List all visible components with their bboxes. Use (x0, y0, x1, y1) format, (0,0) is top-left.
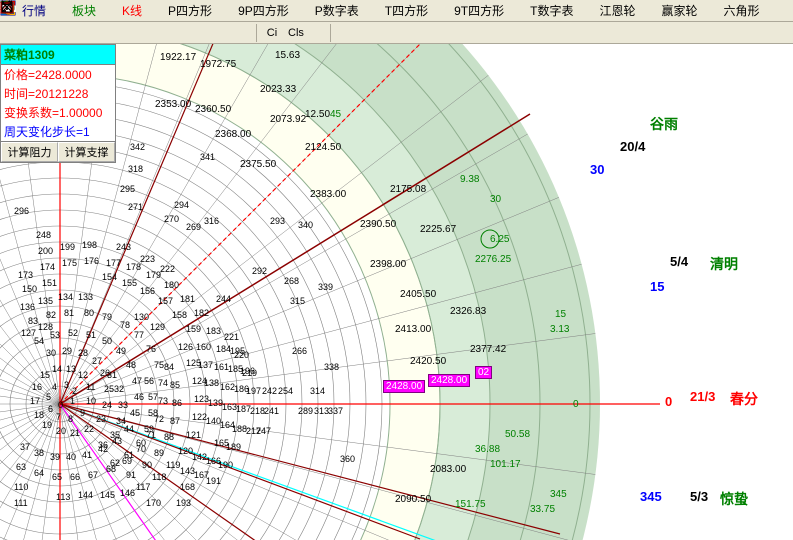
toolbar-item-1[interactable]: 板块 (54, 2, 96, 19)
time-row: 时间=20121228 (0, 84, 116, 103)
cls-button[interactable]: Cls (284, 24, 308, 42)
toolbar-item-5[interactable]: PNP数字表 (297, 2, 359, 19)
separator (256, 24, 260, 42)
toolbar-items: 行情板块K线PSP四方形P99P四方形PNP数字表TST四方形T99T四方形TN… (4, 2, 768, 19)
toolbar-item-6[interactable]: TST四方形 (367, 2, 428, 19)
x-box-icon[interactable] (419, 24, 439, 42)
toolbar-item-8[interactable]: TNT数字表 (512, 2, 573, 19)
toolbar-item-4[interactable]: P99P四方形 (220, 2, 289, 19)
arrow-right-icon[interactable] (88, 24, 108, 42)
toolbar-item-2[interactable]: K线 (104, 2, 142, 19)
arc-icon[interactable] (377, 24, 397, 42)
arc2-icon[interactable] (398, 24, 418, 42)
zoom-out-icon[interactable] (235, 24, 255, 42)
toolbar-item-9[interactable]: 江恩轮 (581, 2, 635, 19)
arrow-up-icon[interactable] (46, 24, 66, 42)
arrow-left-end-icon[interactable] (4, 24, 24, 42)
triangle-icon[interactable] (356, 24, 376, 42)
step-row: 周天变化步长=1 (0, 122, 116, 141)
calc-support-button[interactable]: 计算支撑 (58, 142, 115, 162)
contract-title: 菜粕1309 (0, 44, 116, 65)
calendar-icon[interactable]: 21 (309, 24, 329, 42)
diamond-left-icon[interactable] (130, 24, 150, 42)
toolbar-nav: Ci Cls 21 (0, 22, 793, 44)
scatter-icon[interactable] (461, 24, 481, 42)
price-highlight: 2428.00 (383, 380, 425, 393)
toolbar-item-11[interactable]: 六角形 (706, 2, 760, 19)
calc-resistance-button[interactable]: 计算阻力 (1, 142, 58, 162)
zoom-in-icon[interactable] (214, 24, 234, 42)
toolbar-main: 行情板块K线PSP四方形P99P四方形PNP数字表TST四方形T99T四方形TN… (0, 0, 793, 22)
diamond-right-icon[interactable] (193, 24, 213, 42)
gann-wheel-canvas: 菜粕1309 价格=2428.0000 时间=20121228 变换系数=1.0… (0, 44, 793, 540)
arrow-left-icon[interactable] (25, 24, 45, 42)
toolbar-item-7[interactable]: T99T四方形 (436, 2, 504, 19)
wheel-svg (0, 44, 793, 540)
diamond-down-icon[interactable] (172, 24, 192, 42)
diamond-up-icon[interactable] (151, 24, 171, 42)
toolbar-item-10[interactable]: 赢赢家轮 (643, 2, 697, 19)
arrow-down-icon[interactable] (67, 24, 87, 42)
separator (330, 24, 334, 42)
toolbar-item-3[interactable]: PSP四方形 (150, 2, 212, 19)
coef-row: 变换系数=1.00000 (0, 103, 116, 122)
square-icon[interactable] (335, 24, 355, 42)
price-row: 价格=2428.0000 (0, 65, 116, 84)
price-highlight: 02 (475, 366, 492, 379)
diamond-yellow-icon[interactable] (109, 24, 129, 42)
price-highlight: 2428.00 (428, 374, 470, 387)
ci-button[interactable]: Ci (261, 24, 283, 42)
cross-dots-icon[interactable] (440, 24, 460, 42)
info-panel: 菜粕1309 价格=2428.0000 时间=20121228 变换系数=1.0… (0, 44, 116, 163)
